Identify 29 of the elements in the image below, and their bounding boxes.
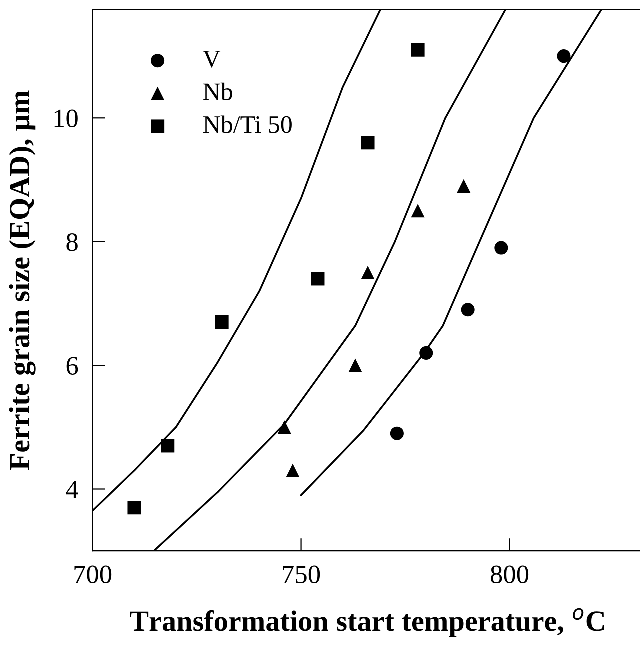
point bbox=[361, 136, 375, 150]
legend-label: Nb bbox=[204, 82, 232, 100]
point bbox=[457, 179, 471, 193]
point bbox=[278, 420, 292, 434]
point bbox=[494, 241, 508, 255]
x-axis-title: Transformation start temperature, $^{o}$C bbox=[130, 608, 604, 638]
point bbox=[286, 464, 300, 478]
point bbox=[215, 315, 229, 330]
x-tick-label: 750 bbox=[283, 566, 320, 584]
point bbox=[420, 346, 434, 360]
point bbox=[128, 501, 142, 515]
y-axis-title: Ferrite grain size (EQAD), µm bbox=[9, 90, 36, 470]
x-tick-label: 700 bbox=[74, 566, 112, 584]
x-tick-label: 800 bbox=[490, 566, 529, 584]
point bbox=[161, 439, 175, 453]
point bbox=[557, 50, 571, 64]
point bbox=[461, 303, 475, 317]
point bbox=[411, 43, 425, 57]
point bbox=[411, 204, 425, 218]
y-tick-label: 10 bbox=[54, 110, 78, 128]
y-tick-label: 8 bbox=[66, 233, 78, 252]
y-tick-label: 6 bbox=[66, 357, 78, 375]
point bbox=[311, 272, 325, 286]
point bbox=[361, 266, 375, 280]
point bbox=[348, 358, 362, 372]
point bbox=[390, 426, 404, 440]
legend-label: V bbox=[203, 51, 221, 68]
y-tick-label: 4 bbox=[66, 481, 78, 498]
legend-label: Nb/Ti 50 bbox=[204, 116, 292, 134]
